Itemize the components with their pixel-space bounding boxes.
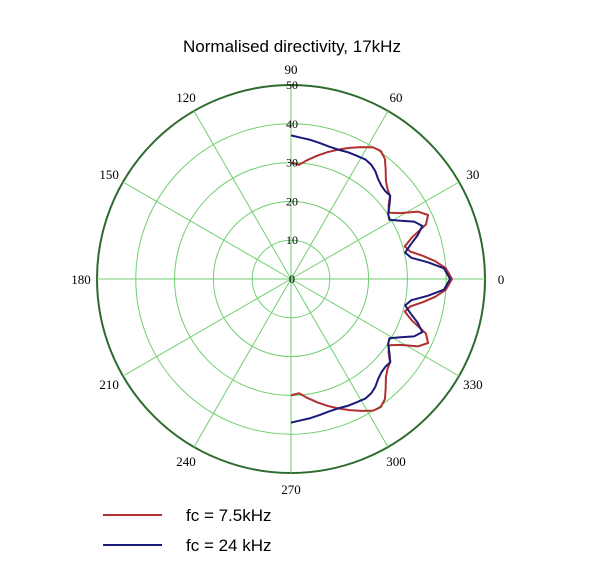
grid-spoke [193, 110, 292, 280]
grid-spoke [290, 110, 389, 280]
angle-tick-label: 240 [176, 454, 196, 469]
angle-tick-label: 210 [99, 377, 119, 392]
legend-label: fc = 24 kHz [186, 536, 272, 555]
grid-spoke [193, 278, 292, 448]
polar-grid [96, 84, 486, 474]
grid-spoke [290, 181, 460, 280]
radial-tick-label: 30 [286, 156, 298, 170]
grid-spoke [122, 278, 292, 377]
angle-tick-label: 300 [386, 454, 406, 469]
radial-tick-label: 20 [286, 194, 298, 208]
series-line-2 [290, 134, 452, 424]
radial-tick-label: 10 [286, 233, 298, 247]
angle-tick-label: 180 [71, 272, 91, 287]
series-layer [290, 134, 453, 424]
angle-tick-label: 60 [390, 90, 403, 105]
axis-labels: 0 30 60 90 120 150 180 210 240 270 300 330 0 10 20 30 40… [71, 62, 504, 497]
angle-tick-label: 0 [498, 272, 505, 287]
angle-tick-label: 120 [176, 90, 196, 105]
radial-tick-label: 40 [286, 117, 298, 131]
chart-title: Normalised directivity, 17kHz [183, 37, 401, 56]
angle-tick-label: 270 [281, 482, 301, 497]
grid-spoke [122, 181, 292, 280]
series-line-1 [290, 146, 453, 412]
angle-tick-label: 30 [466, 167, 479, 182]
grid-spoke [290, 278, 389, 448]
legend: fc = 7.5kHz fc = 24 kHz [103, 506, 272, 555]
legend-label: fc = 7.5kHz [186, 506, 272, 525]
angle-tick-label: 150 [99, 167, 119, 182]
grid-spoke [290, 278, 460, 377]
radial-tick-label: 0 [289, 272, 295, 286]
angle-tick-label: 330 [463, 377, 483, 392]
angle-tick-label: 90 [285, 62, 298, 77]
radial-tick-label: 50 [286, 78, 298, 92]
